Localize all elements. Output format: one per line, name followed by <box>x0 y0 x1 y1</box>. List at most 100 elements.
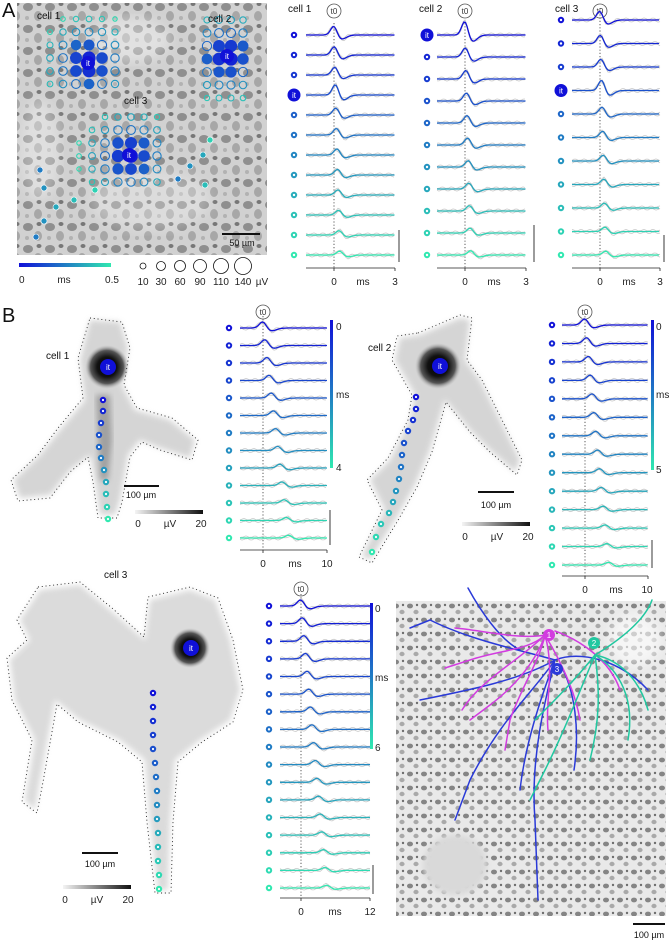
it-marker-2: it <box>220 49 234 63</box>
electrode-marker-center <box>267 675 271 678</box>
electrode-marker-center <box>227 484 231 487</box>
electrode-circle <box>153 113 161 121</box>
trace-background <box>239 500 327 507</box>
trace-row <box>423 114 526 129</box>
x-tick-10: 10 <box>321 559 333 570</box>
trace-background <box>305 169 395 180</box>
electrode-marker-center <box>425 99 429 103</box>
trace-background <box>279 778 371 787</box>
axon-electrode-center <box>414 407 418 411</box>
map-cbar-max: 20 <box>122 895 134 906</box>
axon-electrode-center <box>397 477 401 481</box>
electrode-marker-center <box>550 453 554 456</box>
map-cbar-max: 20 <box>195 519 207 530</box>
trace-row <box>548 541 649 551</box>
electrode-circle <box>59 28 67 36</box>
electrode-marker-center <box>267 869 271 872</box>
x-tick-0: 0 <box>298 907 304 918</box>
x-tick-3: 3 <box>523 277 529 288</box>
trace-row <box>548 373 649 385</box>
traces-b-cell-3: t0 0 ms 6 0 ms 12 <box>265 581 388 918</box>
cell-marker-2: 2 <box>588 637 600 649</box>
trace-row <box>225 515 327 525</box>
electrode-marker-center <box>425 55 429 59</box>
trace-row <box>290 127 395 141</box>
map-cbar-min: 0 <box>462 532 468 543</box>
trace-row <box>290 106 395 121</box>
axon-electrode-center <box>400 453 404 457</box>
trace-row <box>225 374 327 386</box>
trace-row <box>548 560 649 569</box>
electrode-marker-center <box>292 33 296 37</box>
axon-electrode-center <box>157 887 161 891</box>
electrode-marker-center <box>292 73 296 77</box>
trace-mean <box>280 617 370 627</box>
axon-electrode-center <box>156 859 160 863</box>
electrode-circle <box>58 66 68 76</box>
map-cbar-unit: µV <box>164 519 177 530</box>
trace-mean <box>572 79 659 96</box>
trace-mean <box>306 148 395 159</box>
electrode-circle <box>58 79 68 89</box>
electrode-circle <box>83 39 95 51</box>
electrode-marker-center <box>227 449 231 452</box>
map-electrodes-cell-3 <box>149 689 163 893</box>
electrode-circle <box>237 66 249 78</box>
trace-row <box>423 158 526 172</box>
trace-mean <box>572 226 659 235</box>
traces-b-cell-2: t0 0 ms 5 0 ms 10 <box>548 304 669 596</box>
electrode-marker-center <box>425 165 429 169</box>
svg-text:it: it <box>189 644 194 653</box>
trace-row <box>548 466 649 477</box>
neuron-trace-cell-1 <box>444 627 621 751</box>
x-tick-3: 3 <box>392 277 398 288</box>
trace-background <box>279 672 371 682</box>
trace-mean <box>437 137 526 149</box>
electrode-marker-center <box>550 545 554 548</box>
trace-row <box>265 616 371 629</box>
electrode-circle <box>112 16 118 22</box>
traces-title-cell-2: cell 2 <box>419 4 443 15</box>
electrode-marker-center <box>559 65 563 69</box>
trace-mean <box>306 127 395 139</box>
electrode-marker-center <box>292 253 296 257</box>
electrode-circle <box>201 40 213 52</box>
electrode-circle <box>110 53 120 63</box>
electrode-marker-center <box>559 42 563 45</box>
it-marker-label: it <box>559 87 564 96</box>
trace-mean <box>280 884 370 890</box>
electrode-circle <box>138 137 150 149</box>
svg-text:it: it <box>106 363 111 372</box>
svg-text:t0: t0 <box>331 7 338 16</box>
svg-text:t0: t0 <box>462 7 469 16</box>
svg-text:t0: t0 <box>582 308 589 317</box>
electrode-circle <box>201 181 209 189</box>
electrode-circle <box>83 78 95 90</box>
axon-electrode-center <box>151 719 155 723</box>
trace-background <box>279 741 371 750</box>
electrode-circle <box>126 177 136 187</box>
electrode-marker-center <box>227 519 231 522</box>
trace-row <box>225 409 327 421</box>
trace-row <box>225 392 327 403</box>
electrode-marker-center <box>550 397 554 401</box>
size-legend-110: 110 <box>213 277 229 288</box>
trace-background <box>279 885 371 892</box>
electrode-marker-center <box>227 326 231 330</box>
map-title-cell-3: cell 3 <box>104 570 128 581</box>
trace-row <box>265 847 371 857</box>
electrode-marker-center <box>227 431 231 435</box>
axon-electrode-center <box>151 705 155 709</box>
axon-electrode-center <box>394 489 398 493</box>
trace-background <box>436 21 526 43</box>
axon-electrode-center <box>156 845 160 849</box>
svg-text:1: 1 <box>547 631 552 640</box>
trace-mean <box>562 542 648 549</box>
axon-electrode-center <box>97 433 101 437</box>
electrode-marker-center <box>425 231 429 235</box>
electrode-circle <box>140 113 148 121</box>
it-marker-label: it <box>425 31 430 40</box>
x-axis-unit: ms <box>356 277 369 288</box>
trace-row <box>225 445 327 455</box>
